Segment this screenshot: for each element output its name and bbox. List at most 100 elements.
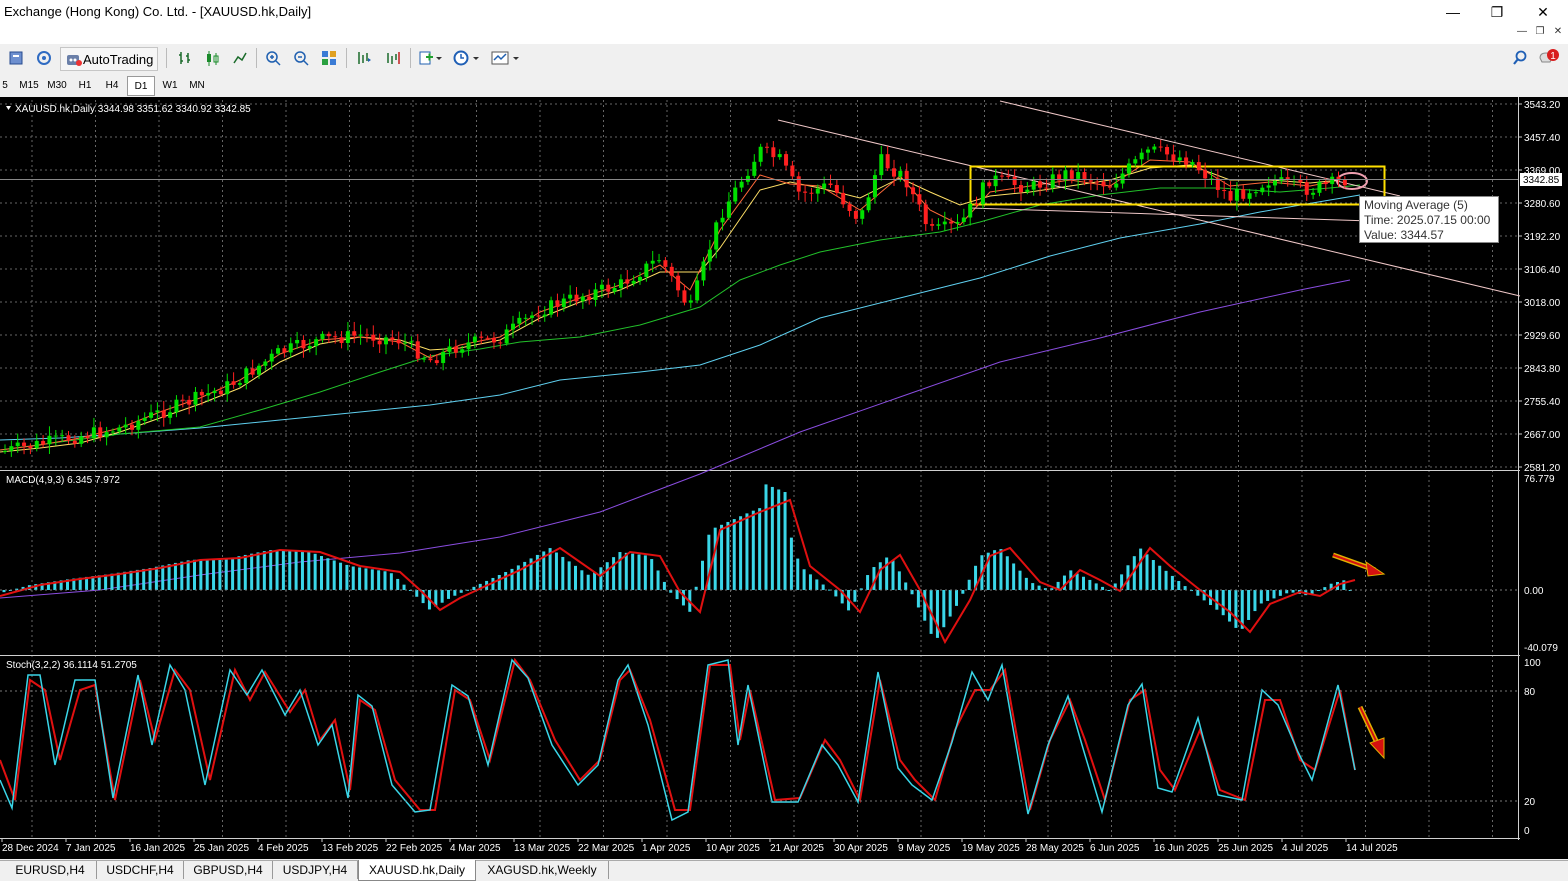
candle-body[interactable]: [980, 182, 985, 205]
candle-body[interactable]: [777, 154, 782, 158]
candle-body[interactable]: [644, 263, 649, 277]
ma10-line[interactable]: [0, 164, 1341, 453]
candle-body[interactable]: [307, 346, 312, 349]
candle-body[interactable]: [428, 358, 433, 361]
candle-body[interactable]: [1050, 174, 1055, 188]
candle-body[interactable]: [1063, 170, 1068, 181]
candle-body[interactable]: [187, 399, 192, 405]
candle-body[interactable]: [1177, 157, 1182, 161]
candle-body[interactable]: [1209, 178, 1214, 180]
candle-body[interactable]: [460, 349, 465, 353]
candle-body[interactable]: [1203, 170, 1208, 179]
candle-body[interactable]: [1190, 162, 1195, 165]
candle-body[interactable]: [1165, 147, 1170, 155]
candle-body[interactable]: [790, 165, 795, 177]
candle-body[interactable]: [288, 343, 293, 353]
candle-body[interactable]: [301, 339, 306, 349]
bar-chart-icon[interactable]: [174, 47, 196, 69]
autotrading-button[interactable]: AutoTrading: [60, 47, 159, 71]
candle-body[interactable]: [599, 284, 604, 290]
candle-body[interactable]: [339, 337, 344, 343]
candle-body[interactable]: [149, 412, 154, 418]
close-button[interactable]: ✕: [1537, 3, 1549, 20]
candle-body[interactable]: [720, 217, 725, 223]
candle-body[interactable]: [225, 381, 230, 395]
candle-body[interactable]: [1126, 163, 1131, 174]
candle-body[interactable]: [1152, 146, 1157, 150]
descending-trendline-upper[interactable]: [777, 119, 1521, 297]
tab-gbpusd-h4[interactable]: GBPUSD,H4: [184, 861, 273, 879]
candle-body[interactable]: [555, 300, 560, 308]
candle-body[interactable]: [949, 221, 954, 224]
candle-body[interactable]: [333, 336, 338, 338]
candle-body[interactable]: [530, 315, 535, 318]
candle-body[interactable]: [257, 365, 261, 375]
candle-body[interactable]: [1273, 180, 1277, 186]
candle-body[interactable]: [377, 340, 382, 345]
candle-body[interactable]: [85, 436, 90, 439]
tab-usdchf-h4[interactable]: USDCHF,H4: [97, 861, 184, 879]
candle-body[interactable]: [345, 331, 350, 343]
candle-body[interactable]: [625, 279, 630, 284]
candle-body[interactable]: [269, 353, 274, 362]
candle-body[interactable]: [745, 175, 750, 182]
candle-body[interactable]: [422, 358, 427, 360]
candle-body[interactable]: [841, 192, 846, 205]
candle-body[interactable]: [663, 260, 668, 267]
candle-body[interactable]: [1012, 176, 1017, 186]
macd-signal-line[interactable]: [0, 498, 1356, 645]
candle-body[interactable]: [441, 351, 446, 364]
candle-body[interactable]: [314, 339, 319, 347]
candle-body[interactable]: [415, 341, 420, 359]
candle-body[interactable]: [561, 298, 566, 308]
candle-body[interactable]: [580, 296, 585, 302]
candle-body[interactable]: [352, 331, 357, 336]
candle-body[interactable]: [3, 450, 7, 452]
candle-body[interactable]: [34, 440, 39, 449]
candle-body[interactable]: [15, 442, 20, 447]
candle-body[interactable]: [472, 336, 477, 343]
candle-body[interactable]: [701, 261, 706, 281]
candle-body[interactable]: [231, 381, 236, 385]
candle-body[interactable]: [892, 168, 896, 177]
candle-body[interactable]: [822, 183, 827, 189]
candle-body[interactable]: [517, 317, 522, 324]
candle-body[interactable]: [168, 412, 173, 418]
candle-body[interactable]: [1025, 189, 1030, 193]
tf-h4[interactable]: H4: [105, 79, 119, 91]
candle-body[interactable]: [1139, 152, 1144, 160]
candle-body[interactable]: [1088, 180, 1093, 182]
candle-body[interactable]: [809, 192, 814, 194]
candle-body[interactable]: [453, 346, 458, 353]
candle-body[interactable]: [72, 440, 77, 444]
candle-body[interactable]: [657, 260, 662, 262]
candle-body[interactable]: [396, 339, 401, 344]
candle-body[interactable]: [1038, 181, 1043, 188]
candle-body[interactable]: [1330, 176, 1335, 185]
search-icon[interactable]: [1509, 47, 1531, 69]
candle-body[interactable]: [968, 203, 973, 218]
line-chart-icon[interactable]: [229, 47, 251, 69]
candle-body[interactable]: [22, 442, 27, 446]
candle-body[interactable]: [1260, 187, 1265, 193]
candle-body[interactable]: [98, 427, 103, 438]
candle-body[interactable]: [1146, 149, 1150, 153]
candle-body[interactable]: [1101, 181, 1106, 187]
candle-body[interactable]: [612, 288, 617, 292]
periods-dropdown[interactable]: [452, 47, 482, 69]
candle-body[interactable]: [1057, 174, 1062, 181]
candle-body[interactable]: [847, 204, 852, 212]
candle-body[interactable]: [866, 197, 871, 211]
candle-body[interactable]: [669, 266, 674, 276]
candle-body[interactable]: [491, 337, 496, 343]
candle-body[interactable]: [1133, 159, 1138, 164]
candle-body[interactable]: [1184, 157, 1189, 165]
candle-body[interactable]: [155, 410, 160, 413]
tile-windows-icon[interactable]: [318, 47, 340, 69]
candle-body[interactable]: [923, 204, 928, 225]
candle-body[interactable]: [212, 390, 217, 394]
candle-body[interactable]: [638, 276, 642, 281]
candle-body[interactable]: [104, 432, 109, 438]
candle-body[interactable]: [263, 361, 268, 366]
chart-shift-icon[interactable]: [353, 47, 375, 69]
